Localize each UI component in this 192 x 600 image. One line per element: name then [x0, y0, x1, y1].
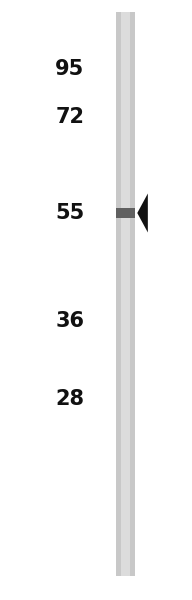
Bar [116, 208, 135, 218]
Text: 28: 28 [55, 389, 84, 409]
Bar [122, 12, 130, 576]
Bar [116, 12, 135, 576]
Text: 55: 55 [55, 203, 84, 223]
Text: 95: 95 [55, 59, 84, 79]
Text: 72: 72 [55, 107, 84, 127]
Polygon shape [137, 193, 148, 232]
Text: 36: 36 [55, 311, 84, 331]
